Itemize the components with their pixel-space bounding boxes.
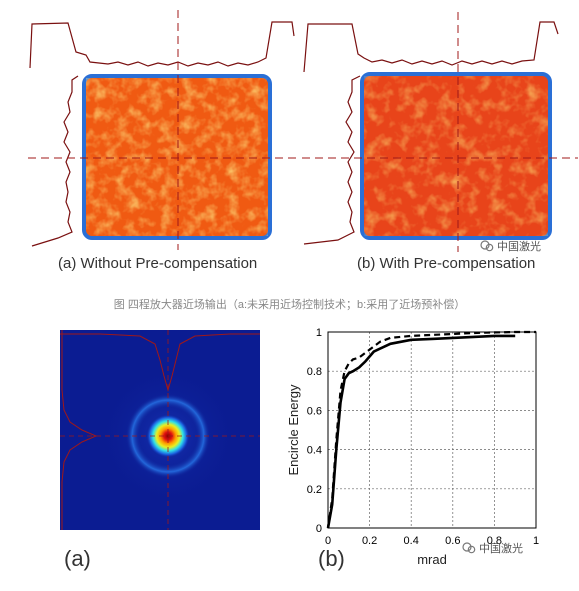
watermark-text: 中国激光 (497, 241, 541, 253)
x-tick-label: 0.8 (487, 535, 502, 547)
x-tick-label: 0.6 (445, 535, 460, 547)
near-field-panel-b (302, 12, 578, 252)
panel-a-caption: (a) Without Pre-compensation (58, 255, 258, 272)
y-tick-label: 0.8 (307, 366, 322, 378)
top-profile-b (303, 21, 559, 73)
series-line-solid (326, 334, 516, 529)
left-profile-a (31, 75, 79, 247)
y-tick-label: 0 (316, 523, 322, 535)
bottom-b-label: (b) (318, 546, 345, 571)
watermark-text: 中国激光 (479, 543, 523, 555)
x-tick-label: 0 (325, 535, 331, 547)
near-field-panel-a (28, 10, 298, 250)
y-axis-label: Encircle Energy (286, 384, 301, 476)
x-tick-label: 0.4 (404, 535, 419, 547)
x-axis-label: mrad (417, 552, 447, 567)
left-profile-b (303, 75, 361, 245)
bottom-a-label: (a) (64, 546, 91, 571)
x-tick-label: 1 (533, 535, 539, 547)
wechat-icon (462, 542, 476, 554)
top-profile-a (29, 21, 295, 69)
x-tick-label: 0.2 (362, 535, 377, 547)
far-field-image (60, 330, 260, 530)
y-tick-label: 1 (316, 327, 322, 339)
watermark-top: 中国激光 (480, 238, 541, 254)
panel-b-caption: (b) With Pre-compensation (357, 255, 536, 272)
encircled-energy-chart: 0 0.2 0.4 0.6 0.8 1 0 0.2 0.4 0.6 0.8 1 Encircle En… (286, 327, 539, 567)
y-tick-label: 0.4 (307, 445, 322, 457)
wechat-icon (480, 240, 494, 252)
y-tick-label: 0.2 (307, 484, 322, 496)
series-line-dashed (326, 330, 536, 529)
far-field-top-profile (60, 333, 260, 392)
plot-frame (327, 331, 537, 529)
y-tick-label: 0.6 (307, 405, 322, 417)
watermark-bottom: 中国激光 (462, 540, 523, 556)
figure-caption: 图 四程放大器近场输出（a:未采用近场控制技术；b:采用了近场预补偿） (113, 299, 466, 311)
